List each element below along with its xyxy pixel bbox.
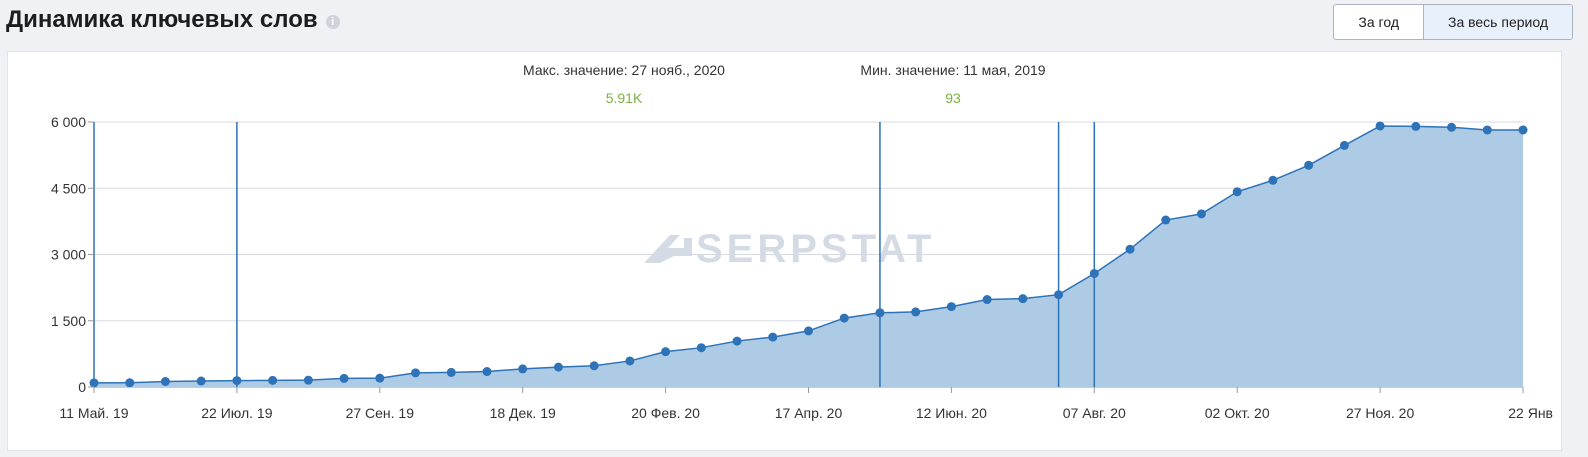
- page-title: Динамика ключевых слов i: [6, 6, 340, 34]
- data-point: [518, 364, 528, 374]
- data-point: [411, 368, 421, 378]
- data-point: [232, 376, 242, 386]
- y-tick-label: 1 500: [51, 313, 86, 329]
- data-point: [696, 343, 706, 353]
- data-point: [1447, 122, 1457, 132]
- data-point: [1089, 268, 1099, 278]
- data-point: [768, 332, 778, 342]
- x-tick-label: 22 Июл. 19: [201, 405, 272, 421]
- data-point: [839, 313, 849, 323]
- x-tick-label: 27 Сен. 19: [346, 405, 415, 421]
- data-point: [1518, 125, 1528, 135]
- x-tick-label: 27 Ноя. 20: [1346, 405, 1415, 421]
- y-tick-label: 6 000: [51, 114, 86, 130]
- x-tick-label: 22 Янв: [1508, 405, 1553, 421]
- data-point: [911, 307, 921, 317]
- x-tick-label: 20 Фев. 20: [631, 405, 700, 421]
- data-point: [89, 378, 99, 388]
- data-point: [982, 295, 992, 305]
- data-point: [375, 373, 385, 383]
- data-point: [196, 376, 206, 386]
- data-point: [1196, 209, 1206, 219]
- x-tick-label: 07 Авг. 20: [1063, 405, 1126, 421]
- data-point: [553, 362, 563, 372]
- chart-panel: SERPSTAT 0 1 500 3 000 4 500 6 000 11 Май. 1…: [7, 51, 1562, 451]
- data-point: [625, 356, 635, 366]
- data-point: [1411, 121, 1421, 131]
- page-title-text: Динамика ключевых слов: [6, 6, 318, 33]
- data-point: [589, 361, 599, 371]
- max-value-label: Макс. значение: 27 нояб., 2020: [523, 62, 725, 78]
- data-point: [339, 373, 349, 383]
- info-icon[interactable]: i: [325, 15, 340, 29]
- x-tick-label: 11 Май. 19: [59, 405, 128, 421]
- data-point: [1339, 140, 1349, 150]
- period-switch: За год За весь период: [1333, 4, 1573, 40]
- data-point: [1161, 215, 1171, 225]
- data-point: [1125, 244, 1135, 254]
- data-point: [1304, 160, 1314, 170]
- data-point: [1268, 175, 1278, 185]
- period-all-button[interactable]: За весь период: [1422, 5, 1572, 39]
- serpstat-watermark: SERPSTAT: [696, 227, 935, 271]
- data-point: [160, 376, 170, 386]
- data-point: [1054, 290, 1064, 300]
- data-point: [732, 336, 742, 346]
- x-tick-label: 17 Апр. 20: [775, 405, 843, 421]
- data-point: [875, 308, 885, 318]
- y-tick-label: 4 500: [51, 180, 86, 196]
- min-value: 93: [945, 90, 961, 106]
- keyword-dynamics-chart: SERPSTAT 0 1 500 3 000 4 500 6 000 11 Май. 1…: [51, 62, 1553, 421]
- y-tick-label: 3 000: [51, 247, 86, 263]
- period-year-button[interactable]: За год: [1334, 5, 1423, 39]
- y-tick-label: 0: [78, 379, 86, 395]
- x-tick-label: 12 Июн. 20: [916, 405, 987, 421]
- data-point: [804, 326, 813, 336]
- data-point: [125, 378, 135, 388]
- x-tick-label: 02 Окт. 20: [1205, 405, 1270, 421]
- data-point: [1375, 121, 1385, 131]
- data-point: [482, 367, 492, 377]
- data-point: [946, 302, 956, 312]
- series-area: [94, 125, 1523, 387]
- x-tick-label: 18 Дек. 19: [490, 405, 556, 421]
- data-point: [268, 375, 278, 385]
- serpstat-logo-icon: [644, 235, 692, 263]
- data-point: [1482, 125, 1492, 135]
- max-value: 5.91K: [606, 90, 643, 106]
- data-point: [661, 347, 671, 357]
- data-point: [1018, 294, 1028, 304]
- data-point: [1232, 187, 1242, 197]
- data-point: [303, 375, 313, 385]
- min-value-label: Мин. значение: 11 мая, 2019: [860, 62, 1045, 78]
- data-point: [446, 367, 456, 377]
